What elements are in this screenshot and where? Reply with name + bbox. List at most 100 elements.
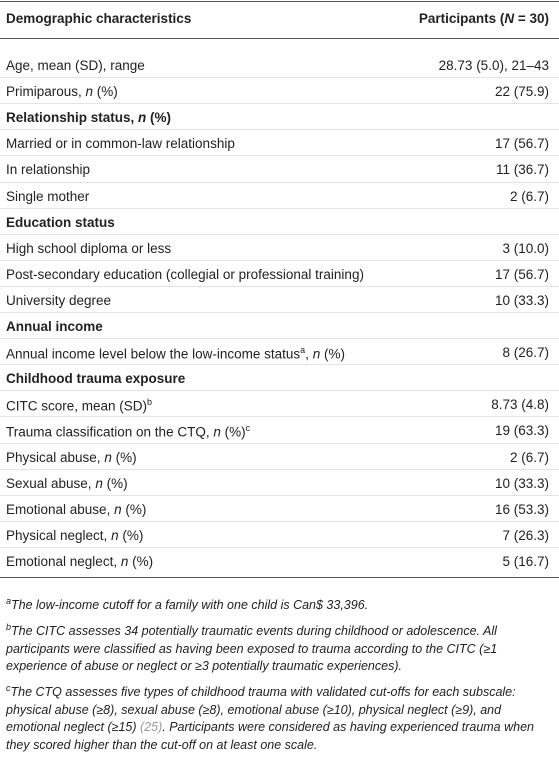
text: = 30) (514, 11, 549, 26)
footnote: aThe low-income cutoff for a family with… (6, 593, 552, 615)
text: The low-income cutoff for a family with … (11, 598, 369, 613)
row-value: 2 (6.7) (509, 449, 549, 465)
row-separator (0, 207, 559, 209)
row-label: Trauma classification on the CTQ, n (%)c (6, 423, 250, 440)
text: Physical abuse, (6, 449, 105, 465)
row-separator (0, 312, 559, 313)
superscript: a (300, 345, 306, 356)
row-label: Married or in common-law relationship (6, 136, 235, 151)
row-value: 8.73 (4.8) (491, 397, 549, 413)
footnote-mark: a (6, 596, 12, 606)
row-separator (0, 416, 559, 418)
text: Education status (6, 214, 115, 230)
row-value: 5 (16.7) (502, 553, 549, 569)
text: (%) (118, 527, 144, 543)
row-value: 16 (53.3) (494, 501, 549, 517)
text: (%) (102, 475, 128, 491)
row-label: Single mother (6, 189, 89, 204)
text: In relationship (6, 162, 91, 178)
row-separator (0, 364, 559, 366)
row-separator (0, 129, 559, 131)
row-separator (0, 338, 559, 340)
row-separator (0, 468, 559, 470)
text: (%) (93, 84, 118, 100)
text: Physical neglect, (6, 527, 112, 543)
italic-symbol: n (114, 501, 122, 517)
row-separator (0, 546, 559, 548)
italic-symbol: n (213, 424, 221, 440)
row-value: 22 (75.9) (494, 84, 549, 100)
row-value: 11 (36.7) (495, 162, 549, 178)
footnote-mark: b (6, 622, 12, 632)
text: Sexual abuse, (6, 475, 96, 491)
row-label: Annual income (6, 319, 103, 334)
row-value: 10 (33.3) (494, 475, 549, 491)
text: Emotional abuse, (6, 501, 115, 517)
header-cell: Participants (N = 30) (419, 11, 549, 26)
row-label: High school diploma or less (6, 241, 171, 256)
reference: (25) (140, 720, 163, 735)
row-separator (0, 442, 559, 444)
text: High school diploma or less (6, 240, 172, 256)
row-value: 8 (26.7) (502, 345, 549, 361)
row-label: University degree (6, 293, 111, 308)
text: . Participants were considered as having… (6, 720, 534, 752)
row-value: 3 (10.0) (502, 240, 549, 256)
row-label: Post-secondary education (collegial or p… (6, 267, 364, 282)
row-label: Childhood trauma exposure (6, 371, 185, 386)
footnote-mark: c (6, 683, 11, 693)
row-separator (0, 77, 559, 79)
row-label: Sexual abuse, n (%) (6, 476, 128, 491)
text: Demographic characteristics (6, 11, 192, 26)
row-label: Annual income level below the low-income… (6, 345, 345, 362)
row-separator (0, 155, 559, 157)
row-value: 7 (26.3) (502, 527, 549, 543)
text: (%) (111, 449, 137, 465)
row-label: Primiparous, n (%) (6, 84, 118, 99)
row-value: 17 (56.7) (494, 266, 549, 282)
row-label: In relationship (6, 162, 90, 177)
italic-symbol: n (120, 553, 129, 569)
footnote: bThe CITC assesses 34 potentially trauma… (6, 619, 552, 676)
footnote: cThe CTQ assesses five types of childhoo… (6, 680, 552, 754)
text: Post-secondary education (collegial or p… (6, 266, 364, 282)
text: (%) (220, 424, 246, 440)
text: (%) (320, 346, 345, 362)
rule (0, 38, 559, 39)
italic-symbol: n (138, 110, 147, 126)
superscript: c (245, 423, 251, 434)
row-separator (0, 181, 559, 183)
text: Participants ( (418, 11, 505, 26)
row-label: Age, mean (SD), range (6, 58, 145, 73)
rule (0, 577, 559, 578)
text: Primiparous, (6, 84, 86, 100)
row-separator (0, 103, 559, 105)
text: Emotional neglect, (6, 553, 121, 569)
row-separator (0, 390, 559, 392)
text: Annual income (6, 319, 103, 334)
row-label: Emotional neglect, n (%) (6, 554, 153, 569)
rule (0, 1, 559, 2)
row-value: 2 (6.7) (509, 188, 549, 204)
header-cell: Demographic characteristics (6, 11, 191, 26)
italic-symbol: n (95, 475, 103, 491)
italic-symbol: n (85, 84, 94, 100)
row-label: CITC score, mean (SD)b (6, 397, 152, 414)
text: Single mother (6, 188, 90, 204)
row-value: 28.73 (5.0), 21–43 (438, 58, 549, 73)
text: The CTQ assesses five types of childhood… (6, 685, 516, 735)
row-label: Physical abuse, n (%) (6, 450, 137, 465)
italic-symbol: n (111, 527, 119, 543)
row-separator (0, 259, 559, 261)
text: Trauma classification on the CTQ, (6, 424, 214, 440)
italic-symbol: N (504, 11, 515, 26)
row-value: 10 (33.3) (494, 292, 549, 308)
row-separator (0, 233, 559, 235)
superscript: b (147, 397, 153, 408)
text: Relationship status, (6, 110, 139, 126)
text: , (305, 346, 313, 362)
italic-symbol: n (104, 449, 112, 465)
text: (%) (128, 553, 154, 569)
row-label: Relationship status, n (%) (6, 110, 171, 125)
